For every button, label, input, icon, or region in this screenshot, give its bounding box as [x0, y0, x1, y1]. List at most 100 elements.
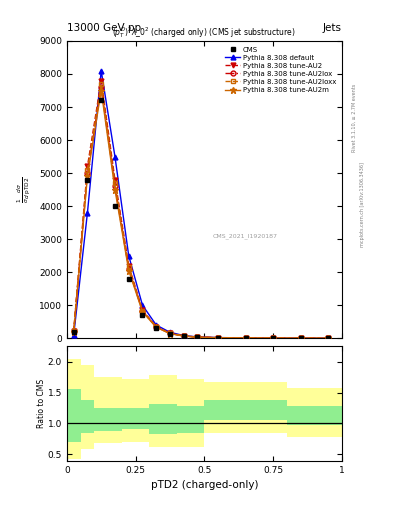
Pythia 8.308 tune-AU2lox: [113, 183, 118, 189]
Pythia 8.308 tune-AU2m: [85, 174, 90, 180]
Pythia 8.308 default: [140, 302, 145, 308]
Pythia 8.308 tune-AU2loxx: [154, 324, 159, 330]
Pythia 8.308 tune-AU2: [99, 77, 104, 83]
Pythia 8.308 tune-AU2lox: [326, 335, 331, 342]
CMS: [326, 335, 331, 342]
CMS: [271, 335, 275, 341]
Pythia 8.308 default: [298, 335, 303, 341]
Pythia 8.308 tune-AU2m: [72, 329, 76, 335]
Pythia 8.308 tune-AU2m: [182, 333, 186, 339]
Text: 13000 GeV pp: 13000 GeV pp: [67, 23, 141, 33]
Y-axis label: Ratio to CMS: Ratio to CMS: [37, 379, 46, 428]
Line: Pythia 8.308 default: Pythia 8.308 default: [71, 68, 331, 340]
Pythia 8.308 tune-AU2: [113, 177, 118, 183]
Line: Pythia 8.308 tune-AU2: Pythia 8.308 tune-AU2: [71, 78, 331, 340]
Title: $(p_T^D)^2\lambda\_0^2$ (charged only) (CMS jet substructure): $(p_T^D)^2\lambda\_0^2$ (charged only) (…: [112, 25, 296, 40]
CMS: [298, 335, 303, 341]
CMS: [127, 275, 131, 282]
CMS: [140, 312, 145, 318]
Pythia 8.308 tune-AU2: [216, 335, 220, 341]
Pythia 8.308 tune-AU2loxx: [72, 328, 76, 334]
Pythia 8.308 tune-AU2m: [298, 335, 303, 341]
Pythia 8.308 tune-AU2loxx: [182, 333, 186, 339]
Pythia 8.308 tune-AU2loxx: [298, 335, 303, 341]
Pythia 8.308 tune-AU2: [182, 333, 186, 339]
Pythia 8.308 tune-AU2loxx: [85, 167, 90, 173]
Pythia 8.308 tune-AU2lox: [85, 170, 90, 176]
Pythia 8.308 default: [195, 334, 200, 340]
Pythia 8.308 tune-AU2m: [271, 335, 275, 341]
Text: CMS_2021_I1920187: CMS_2021_I1920187: [213, 233, 277, 239]
Pythia 8.308 tune-AU2: [127, 263, 131, 269]
CMS: [182, 333, 186, 339]
Pythia 8.308 default: [85, 209, 90, 216]
Pythia 8.308 tune-AU2loxx: [140, 308, 145, 314]
Pythia 8.308 tune-AU2loxx: [99, 81, 104, 87]
Pythia 8.308 tune-AU2: [326, 335, 331, 342]
Pythia 8.308 default: [113, 154, 118, 160]
Pythia 8.308 tune-AU2lox: [168, 330, 173, 336]
Pythia 8.308 tune-AU2loxx: [127, 264, 131, 270]
Pythia 8.308 default: [326, 335, 331, 342]
Pythia 8.308 default: [168, 329, 173, 335]
Pythia 8.308 tune-AU2m: [168, 331, 173, 337]
Pythia 8.308 tune-AU2loxx: [168, 330, 173, 336]
Pythia 8.308 default: [182, 332, 186, 338]
CMS: [195, 334, 200, 340]
Pythia 8.308 tune-AU2m: [140, 309, 145, 315]
Pythia 8.308 tune-AU2: [85, 163, 90, 169]
Text: Jets: Jets: [323, 23, 342, 33]
CMS: [113, 203, 118, 209]
CMS: [216, 335, 220, 341]
CMS: [168, 331, 173, 337]
Y-axis label: $\frac{1}{\sigma}\frac{d\sigma}{d\,\mathrm{pTD2}}$: $\frac{1}{\sigma}\frac{d\sigma}{d\,\math…: [17, 176, 33, 203]
Pythia 8.308 tune-AU2: [72, 328, 76, 334]
Pythia 8.308 tune-AU2lox: [243, 335, 248, 341]
Pythia 8.308 tune-AU2lox: [195, 334, 200, 340]
X-axis label: pTD2 (charged-only): pTD2 (charged-only): [151, 480, 258, 490]
Text: mcplots.cern.ch [arXiv:1306.3436]: mcplots.cern.ch [arXiv:1306.3436]: [360, 162, 365, 247]
Pythia 8.308 tune-AU2: [168, 330, 173, 336]
CMS: [85, 177, 90, 183]
Pythia 8.308 tune-AU2lox: [182, 333, 186, 339]
Pythia 8.308 tune-AU2m: [99, 88, 104, 94]
Pythia 8.308 tune-AU2loxx: [113, 180, 118, 186]
Pythia 8.308 default: [72, 332, 76, 338]
Pythia 8.308 default: [99, 68, 104, 74]
Pythia 8.308 tune-AU2m: [216, 335, 220, 341]
Line: Pythia 8.308 tune-AU2lox: Pythia 8.308 tune-AU2lox: [71, 85, 331, 340]
Legend: CMS, Pythia 8.308 default, Pythia 8.308 tune-AU2, Pythia 8.308 tune-AU2lox, Pyth: CMS, Pythia 8.308 default, Pythia 8.308 …: [223, 45, 338, 95]
Line: CMS: CMS: [71, 98, 331, 340]
CMS: [72, 329, 76, 335]
Pythia 8.308 tune-AU2: [298, 335, 303, 341]
CMS: [154, 325, 159, 331]
Pythia 8.308 tune-AU2lox: [271, 335, 275, 341]
Pythia 8.308 tune-AU2: [140, 307, 145, 313]
Line: Pythia 8.308 tune-AU2m: Pythia 8.308 tune-AU2m: [71, 88, 331, 342]
Pythia 8.308 tune-AU2lox: [298, 335, 303, 341]
Pythia 8.308 tune-AU2: [243, 335, 248, 341]
Pythia 8.308 default: [216, 334, 220, 340]
Pythia 8.308 tune-AU2: [195, 334, 200, 340]
CMS: [243, 335, 248, 341]
Pythia 8.308 tune-AU2lox: [99, 84, 104, 90]
Pythia 8.308 tune-AU2lox: [216, 335, 220, 341]
Pythia 8.308 tune-AU2lox: [154, 324, 159, 330]
Line: Pythia 8.308 tune-AU2loxx: Pythia 8.308 tune-AU2loxx: [71, 81, 331, 340]
Pythia 8.308 tune-AU2m: [154, 324, 159, 330]
Pythia 8.308 tune-AU2lox: [72, 328, 76, 334]
Pythia 8.308 tune-AU2: [271, 335, 275, 341]
Pythia 8.308 tune-AU2m: [243, 335, 248, 341]
Pythia 8.308 tune-AU2loxx: [326, 335, 331, 342]
Pythia 8.308 default: [154, 322, 159, 328]
Pythia 8.308 tune-AU2lox: [127, 266, 131, 272]
Pythia 8.308 tune-AU2lox: [140, 308, 145, 314]
Pythia 8.308 tune-AU2: [154, 324, 159, 330]
Pythia 8.308 default: [243, 335, 248, 341]
Pythia 8.308 tune-AU2loxx: [271, 335, 275, 341]
Pythia 8.308 default: [271, 335, 275, 341]
Text: Rivet 3.1.10, ≥ 2.7M events: Rivet 3.1.10, ≥ 2.7M events: [352, 83, 357, 152]
Pythia 8.308 tune-AU2loxx: [216, 335, 220, 341]
Pythia 8.308 tune-AU2m: [113, 186, 118, 193]
Pythia 8.308 tune-AU2loxx: [243, 335, 248, 341]
